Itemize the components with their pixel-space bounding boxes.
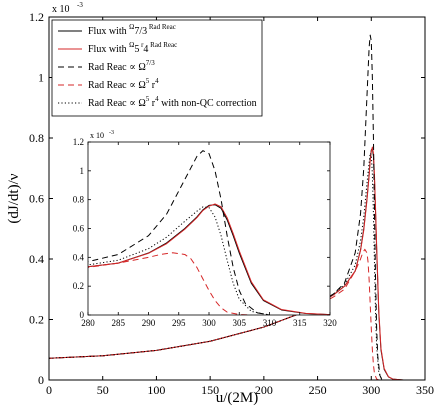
legend-superscript: Ω: [129, 41, 134, 49]
inset-x-tick-label: 320: [323, 318, 337, 328]
legend-text: Rad Reac ∝ Ω: [88, 98, 146, 109]
legend-text: r: [149, 80, 156, 91]
inset-y-tick-label: 1.2: [73, 137, 84, 147]
legend-entry-3: Rad Reac ∝ Ω7/3: [88, 59, 155, 73]
x-tick-label: 0: [46, 383, 52, 397]
inset-x-tick-label: 290: [142, 318, 156, 328]
x-tick-label: 100: [147, 383, 165, 397]
legend-entry-4: Rad Reac ∝ Ω5 r4: [88, 77, 159, 91]
y-tick-label: 0: [38, 373, 44, 387]
inset-x-tick-label: 280: [81, 318, 95, 328]
y-tick-label: 0.6: [29, 192, 44, 206]
legend-superscript: 4: [155, 95, 159, 103]
inset-y-exponent-label: x 10: [90, 131, 104, 140]
legend-text: Flux with: [88, 44, 129, 55]
inset-x-tick-label: 315: [293, 318, 307, 328]
inset-x-tick-label: 310: [263, 318, 277, 328]
main-series-group: [48, 34, 404, 381]
inset-y-tick-label: 1: [80, 166, 85, 176]
legend-text: with non-QC correction: [159, 98, 257, 109]
x-tick-label: 50: [97, 383, 109, 397]
main-plot-area: 0 50 100 150 200 250 300 35000.20.40.60.811.2x …: [6, 1, 434, 406]
inset-background: [88, 142, 330, 315]
legend-text: r: [149, 98, 156, 109]
legend-entry-2: Flux with Ω5 r4 Rad Reac: [88, 41, 177, 55]
x-tick-label: 200: [255, 383, 273, 397]
legend-text: 7/3: [134, 26, 147, 37]
inset-series-line-4: [88, 252, 252, 315]
main-series-line-5: [48, 152, 383, 381]
x-tick-label: 250: [309, 383, 327, 397]
inset-y-exponent-power: -3: [109, 130, 114, 136]
legend-superscript: r: [139, 41, 144, 49]
inset-x-tick-label: 305: [233, 318, 247, 328]
legend-text: 4: [143, 44, 148, 55]
y-exponent-power: -3: [77, 1, 83, 9]
inset-x-tick-label: 295: [172, 318, 186, 328]
legend-superscript: 7/3: [146, 59, 155, 67]
inset-y-tick-label: 0.6: [73, 224, 85, 234]
inset-y-tick-label: 0.8: [73, 195, 85, 205]
x-tick-label: 350: [416, 383, 434, 397]
y-axis-label: (dJ/dt)/ν: [6, 173, 22, 223]
legend-text: 5: [134, 44, 139, 55]
x-axis-label: u/(2M): [216, 390, 259, 406]
legend-text: Rad Reac ∝ Ω: [88, 62, 146, 73]
inset-x-tick-label: 285: [112, 318, 126, 328]
y-tick-label: 0.4: [29, 252, 44, 266]
y-tick-label: 1: [38, 71, 44, 85]
legend-superscript: Ω: [129, 23, 134, 31]
x-tick-label: 150: [201, 383, 219, 397]
legend-entry-5: Rad Reac ∝ Ω5 r4 with non-QC correction: [88, 95, 257, 109]
main-series-line-2: [48, 146, 404, 381]
legend-superscript: Rad Reac: [148, 41, 177, 49]
legend-superscript: 5: [146, 77, 150, 85]
y-tick-label: 0.8: [29, 131, 44, 145]
legend-superscript: 5: [146, 95, 150, 103]
x-tick-label: 300: [362, 383, 380, 397]
inset-x-tick-label: 300: [202, 318, 216, 328]
inset-y-tick-label: 0.2: [73, 281, 84, 291]
inset-y-tick-label: 0.4: [73, 252, 85, 262]
inset-y-tick-label: 0: [80, 310, 85, 320]
legend-text: Flux with: [88, 26, 129, 37]
y-tick-label: 1.2: [29, 10, 44, 24]
y-exponent-label: x 10: [52, 4, 70, 15]
inset-series-line-2: [88, 203, 330, 315]
legend-entry-1: Flux with Ω7/3 Rad Reac: [88, 23, 176, 37]
legend-text: Rad Reac ∝ Ω: [88, 80, 146, 91]
legend-superscript: Rad Reac: [147, 23, 176, 31]
inset-plot-area: 280 285 290 295 300 305 310 315 320 0 0.2 0.4 0.6 0.8…: [73, 130, 338, 328]
y-tick-label: 0.2: [29, 313, 44, 327]
legend-superscript: 4: [155, 77, 159, 85]
legend-box: [51, 19, 263, 117]
inset-series-group: [88, 150, 330, 315]
